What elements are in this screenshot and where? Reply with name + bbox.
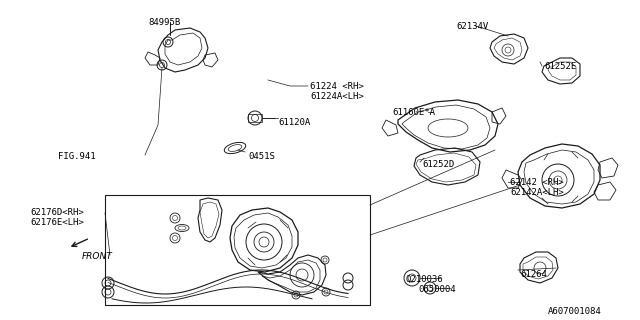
Text: FRONT: FRONT	[82, 252, 113, 261]
Text: A607001084: A607001084	[548, 307, 602, 316]
Text: 62176E<LH>: 62176E<LH>	[30, 218, 84, 227]
Text: 0451S: 0451S	[248, 152, 275, 161]
Text: 61252D: 61252D	[422, 160, 454, 169]
Text: 62142A<LH>: 62142A<LH>	[510, 188, 564, 197]
Text: 62176D<RH>: 62176D<RH>	[30, 208, 84, 217]
Text: FIG.941: FIG.941	[58, 152, 95, 161]
Text: 62142 <RH>: 62142 <RH>	[510, 178, 564, 187]
Text: 61224A<LH>: 61224A<LH>	[310, 92, 364, 101]
Text: 61120A: 61120A	[278, 118, 310, 127]
Text: 62134V: 62134V	[456, 22, 488, 31]
Text: 61224 <RH>: 61224 <RH>	[310, 82, 364, 91]
Text: 61160E*A: 61160E*A	[392, 108, 435, 117]
Text: 61252E: 61252E	[544, 62, 576, 71]
Text: Q210036: Q210036	[406, 275, 444, 284]
Text: 61264: 61264	[520, 270, 547, 279]
Text: 84995B: 84995B	[148, 18, 180, 27]
Bar	[105, 195, 370, 305]
Text: 0650004: 0650004	[418, 285, 456, 294]
